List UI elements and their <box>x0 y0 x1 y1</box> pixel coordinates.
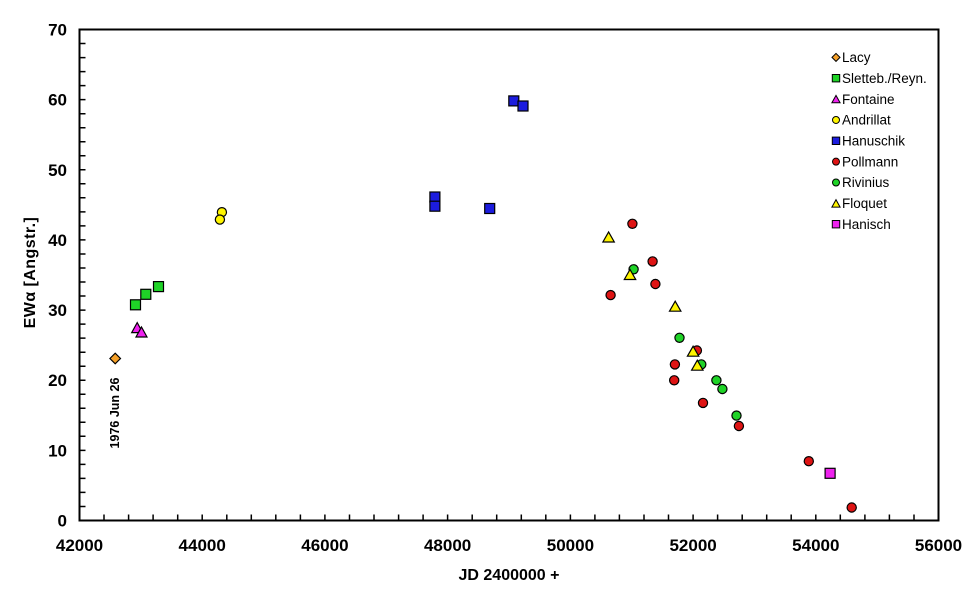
svg-text:Hanisch: Hanisch <box>842 217 891 232</box>
svg-text:10: 10 <box>48 441 67 460</box>
svg-text:0: 0 <box>58 512 67 531</box>
svg-text:Rivinius: Rivinius <box>842 175 890 190</box>
svg-text:48000: 48000 <box>424 536 471 555</box>
svg-text:Fontaine: Fontaine <box>842 92 895 107</box>
svg-text:Lacy: Lacy <box>842 50 871 65</box>
svg-text:30: 30 <box>48 301 67 320</box>
svg-text:Floquet: Floquet <box>842 196 887 211</box>
svg-text:EWα [Angstr.]: EWα [Angstr.] <box>22 217 39 329</box>
svg-text:Andrillat: Andrillat <box>842 113 891 128</box>
svg-text:42000: 42000 <box>56 536 103 555</box>
svg-text:JD 2400000 +: JD 2400000 + <box>459 567 560 584</box>
svg-text:40: 40 <box>48 231 67 250</box>
svg-text:50000: 50000 <box>547 536 594 555</box>
svg-text:1976 Jun 26: 1976 Jun 26 <box>108 378 122 449</box>
svg-text:44000: 44000 <box>179 536 226 555</box>
svg-text:20: 20 <box>48 371 67 390</box>
svg-text:56000: 56000 <box>915 536 962 555</box>
svg-text:70: 70 <box>48 21 67 40</box>
svg-text:46000: 46000 <box>301 536 348 555</box>
svg-text:Pollmann: Pollmann <box>842 154 898 169</box>
svg-text:52000: 52000 <box>669 536 716 555</box>
svg-text:60: 60 <box>48 91 67 110</box>
svg-text:Hanuschik: Hanuschik <box>842 134 905 149</box>
svg-text:50: 50 <box>48 161 67 180</box>
svg-text:Sletteb./Reyn.: Sletteb./Reyn. <box>842 71 927 86</box>
svg-text:54000: 54000 <box>792 536 839 555</box>
